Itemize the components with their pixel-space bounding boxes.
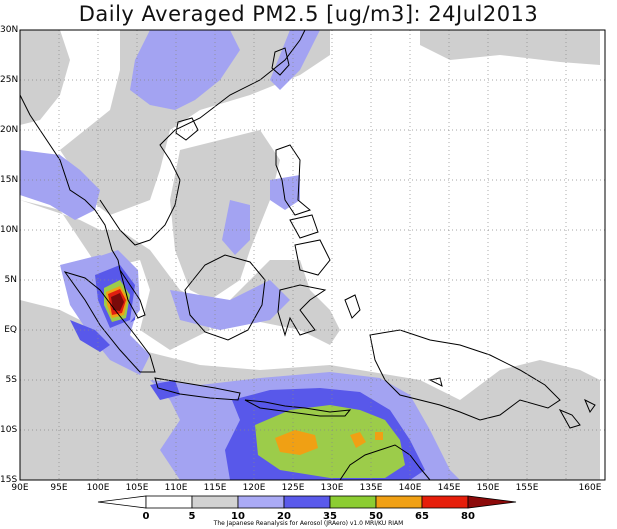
lon-label-150e: 150E <box>476 483 500 493</box>
lon-label-115e: 115E <box>203 483 227 493</box>
field-dark-red <box>111 293 124 311</box>
lat-label-5s: 5S <box>5 375 17 385</box>
lat-label-15n: 15N <box>0 175 19 185</box>
colorbar-label-65: 65 <box>415 511 429 522</box>
field-orange <box>275 430 318 455</box>
colorbar-label-10: 10 <box>231 511 245 522</box>
colorbar-bin-20-35 <box>283 495 331 509</box>
map-title: Daily Averaged PM2.5 [ug/m3]: 24Jul2013 <box>78 2 539 26</box>
lat-label-5n: 5N <box>4 275 17 285</box>
lat-label-20n: 20N <box>0 125 19 135</box>
lat-label-eq: EQ <box>4 325 17 335</box>
lon-label-110e: 110E <box>164 483 188 493</box>
lat-label-30n: 30N <box>0 25 19 35</box>
coast-new-guinea <box>369 329 561 421</box>
lat-label-10s: 10S <box>0 425 18 435</box>
field-gray <box>60 30 330 215</box>
lat-label-15s: 15S <box>0 475 18 485</box>
coast-small-islands <box>428 377 596 429</box>
field-orange <box>350 432 366 448</box>
coastlines <box>20 30 596 480</box>
lon-label-155e: 155E <box>515 483 539 493</box>
coast-mindanao <box>294 239 331 276</box>
field-light-blue <box>20 150 100 220</box>
field-light-blue <box>170 280 290 330</box>
pm25-field <box>20 30 600 480</box>
coast-sumatra <box>63 271 156 373</box>
field-gray <box>420 30 600 65</box>
graticule <box>20 30 605 480</box>
coast-lesser-sundas <box>244 399 352 417</box>
field-light-blue <box>130 30 240 110</box>
coast-halmahera <box>344 294 361 319</box>
colorbar-bin-35-50 <box>329 495 377 509</box>
lon-label-145e: 145E <box>437 483 461 493</box>
map-frame <box>19 29 606 481</box>
field-light-blue <box>270 175 300 210</box>
lon-label-125e: 125E <box>281 483 305 493</box>
coast-visayas <box>289 214 319 239</box>
field-light-blue <box>222 200 250 255</box>
coast-hainan <box>175 117 199 141</box>
colorbar-arrow-high <box>467 495 517 509</box>
field-green <box>255 405 405 478</box>
colorbar-label-50: 50 <box>369 511 383 522</box>
coast-luzon <box>275 144 312 216</box>
lon-label-130e: 130E <box>320 483 344 493</box>
colorbar-label-5: 5 <box>188 511 196 522</box>
coast-australia <box>339 444 431 480</box>
coast-java <box>154 377 241 401</box>
colorbar-bin-10-20 <box>237 495 285 509</box>
colorbar-label-20: 20 <box>277 511 291 522</box>
lon-label-135e: 135E <box>359 483 383 493</box>
colorbar-label-0: 0 <box>142 511 150 522</box>
colorbar-label-80: 80 <box>461 511 475 522</box>
lon-label-120e: 120E <box>242 483 266 493</box>
colorbar-bin-0-5 <box>145 495 193 509</box>
lat-label-10n: 10N <box>0 225 19 235</box>
field-gray <box>170 130 280 300</box>
field-gray <box>20 30 70 125</box>
lon-label-160e: 160E <box>578 483 602 493</box>
field-orange <box>375 432 383 440</box>
lon-label-100e: 100E <box>86 483 110 493</box>
colorbar-arrow-low <box>97 495 147 509</box>
lon-label-105e: 105E <box>125 483 149 493</box>
colorbar <box>97 495 517 509</box>
colorbar-bin-5-10 <box>191 495 239 509</box>
lat-label-25n: 25N <box>0 75 19 85</box>
coast-malay-peninsula <box>119 269 146 319</box>
colorbar-label-35: 35 <box>323 511 337 522</box>
lon-label-95e: 95E <box>50 483 68 493</box>
field-blue <box>70 320 110 352</box>
field-light-blue <box>270 30 320 90</box>
colorbar-bin-50-65 <box>375 495 423 509</box>
credit-text: The Japanese Reanalysis for Aerosol (JRA… <box>213 520 404 527</box>
lon-label-140e: 140E <box>398 483 422 493</box>
colorbar-bin-65-80 <box>421 495 469 509</box>
lon-label-90e: 90E <box>11 483 29 493</box>
coast-sulawesi <box>277 284 327 337</box>
coast-borneo <box>184 254 266 341</box>
coast-taiwan <box>271 47 290 76</box>
